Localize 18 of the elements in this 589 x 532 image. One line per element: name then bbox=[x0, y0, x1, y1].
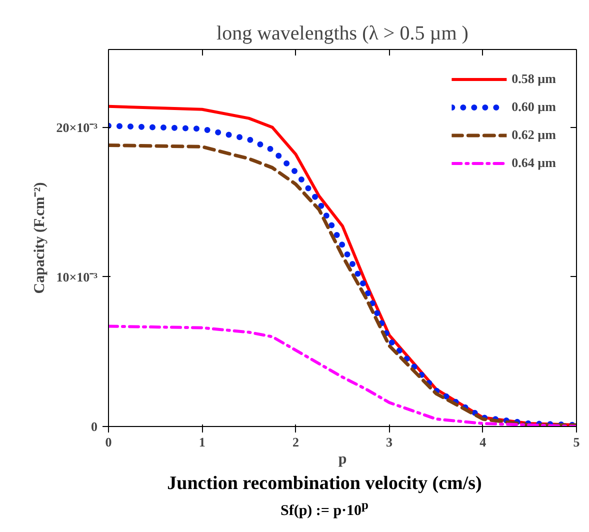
x-tick-label: 1 bbox=[198, 434, 206, 450]
y-tick-label: 0 bbox=[91, 419, 98, 434]
legend-label: 0.64 µm bbox=[512, 155, 556, 171]
x-axis-title: p bbox=[338, 452, 347, 468]
x-tick-label: 2 bbox=[292, 434, 299, 450]
legend-label: 0.60 µm bbox=[512, 99, 556, 115]
text: Junction recombination velocity (cm/s) bbox=[167, 472, 482, 496]
legend-label: 0.62 µm bbox=[512, 127, 556, 143]
y-tick-label: 20×10⁻³ bbox=[56, 120, 98, 135]
x-tick-label: 5 bbox=[573, 434, 580, 450]
x-tick-label: 3 bbox=[386, 434, 394, 450]
y-axis-title: Capacity (F.cm⁻²) bbox=[32, 182, 48, 294]
x-tick-label: 0 bbox=[105, 434, 112, 450]
x-tick-label: 4 bbox=[480, 434, 487, 450]
legend-label: 0.58 µm bbox=[512, 71, 556, 87]
text: Sf(p) := p·10$^{p}$ bbox=[280, 497, 368, 522]
y-tick-label: 10×10⁻³ bbox=[56, 269, 98, 284]
chart-title: long wavelengths (λ > 0.5 µm ) bbox=[216, 22, 468, 44]
